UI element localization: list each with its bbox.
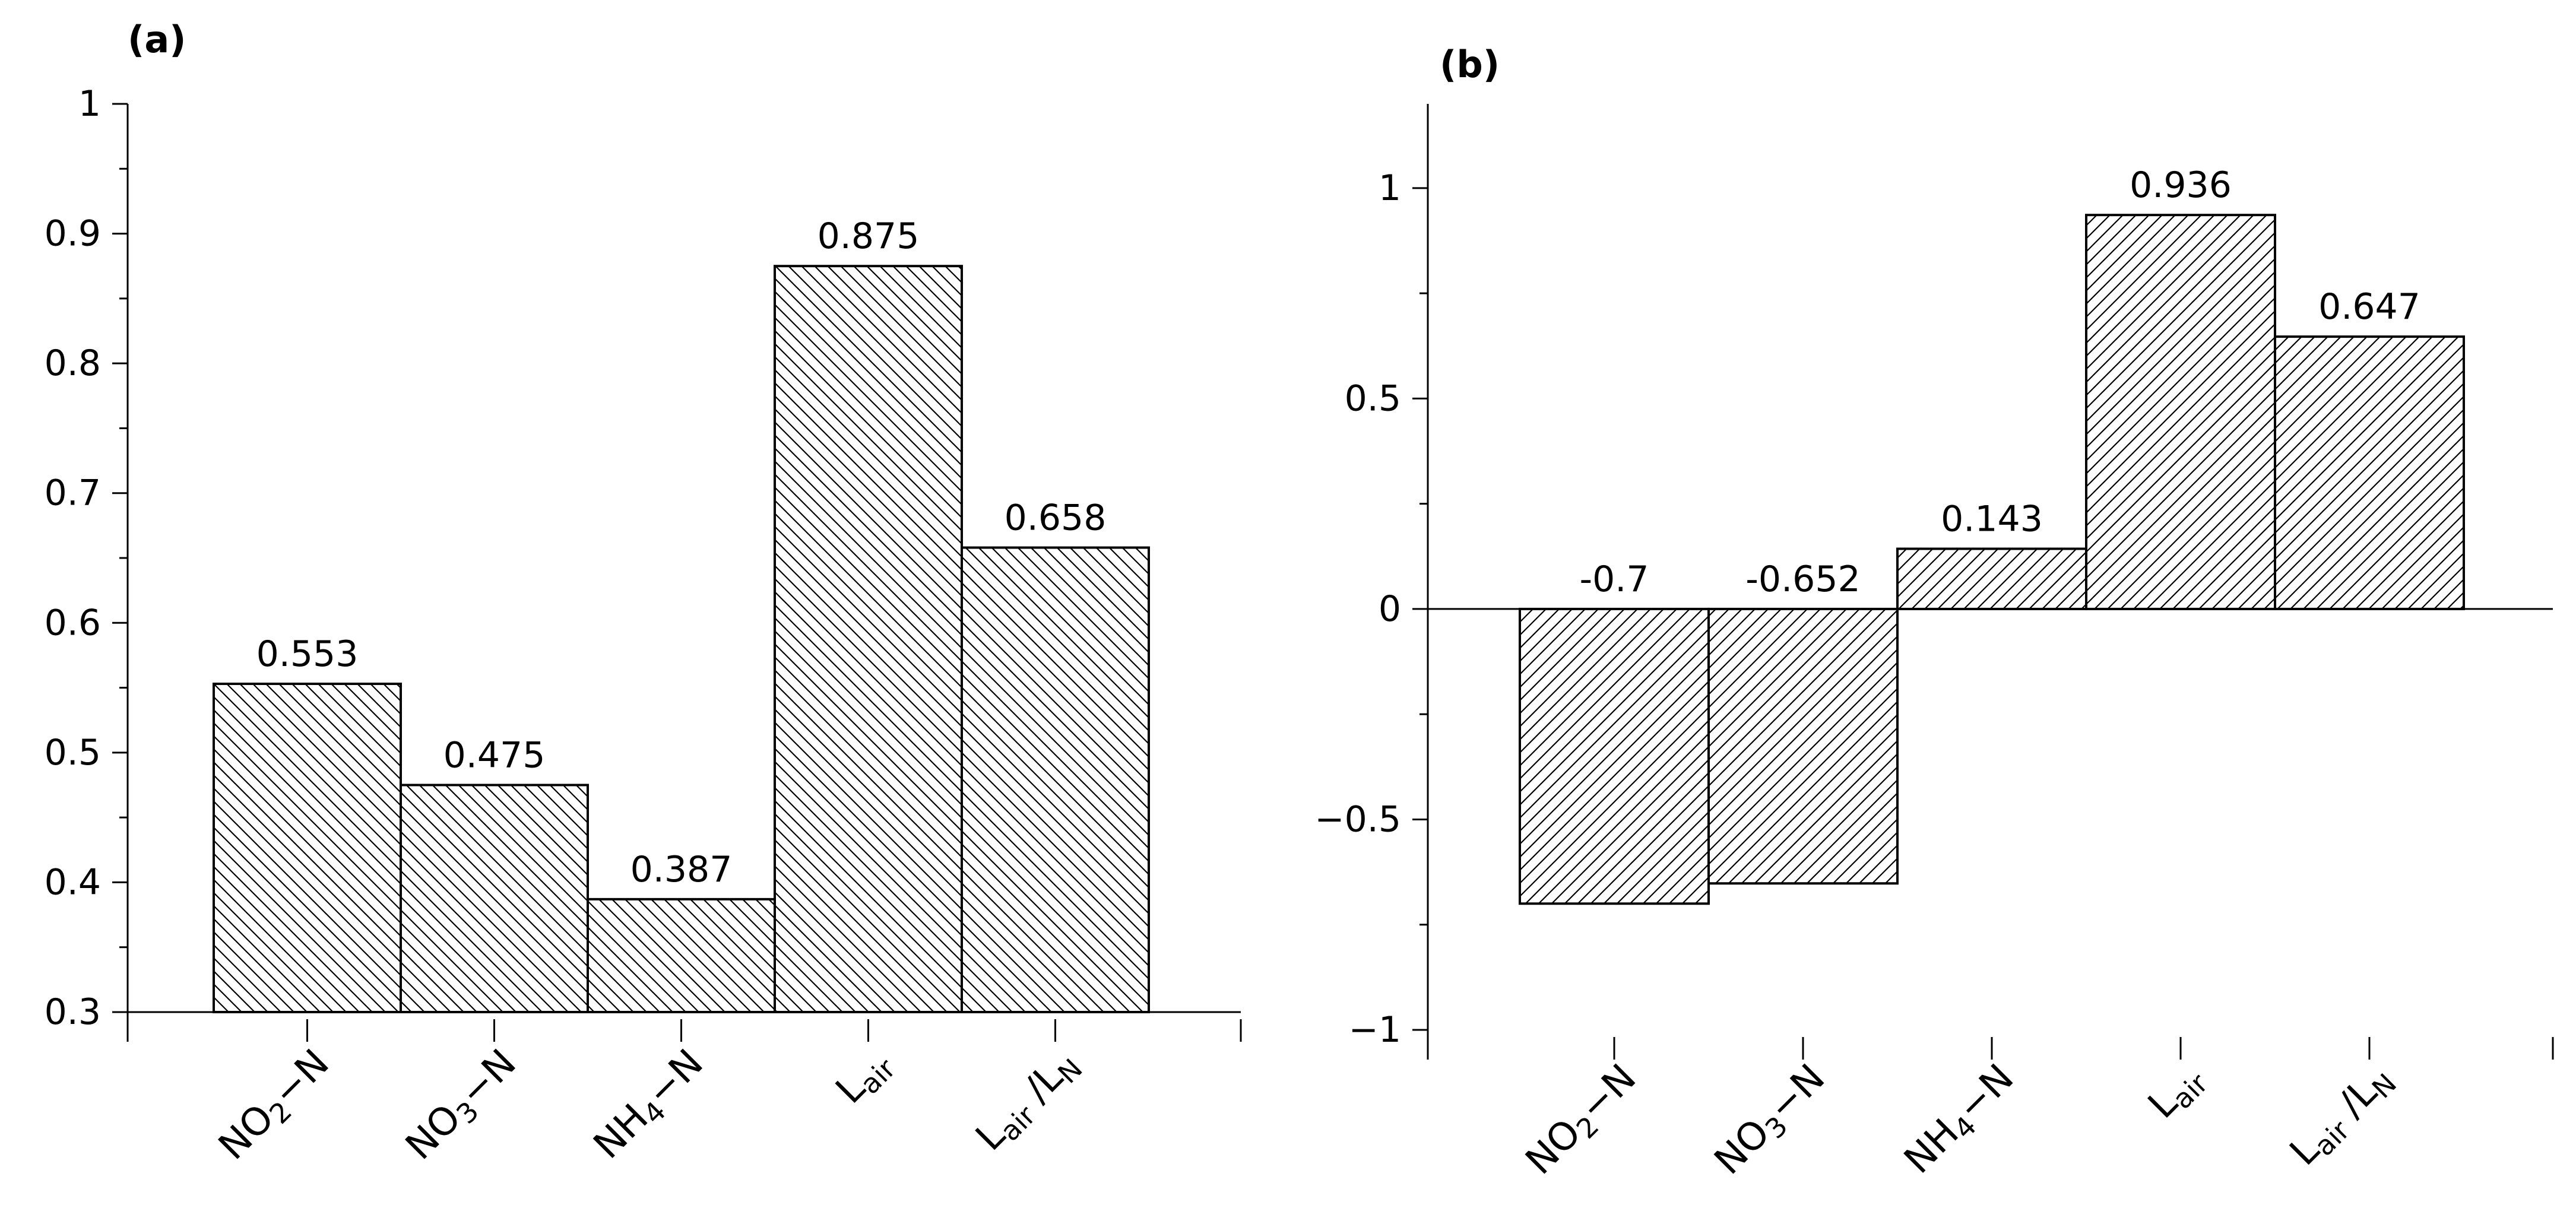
x-tick-label: NO3−N <box>1706 1056 1836 1186</box>
x-tick-label: Lair <box>828 1041 902 1115</box>
data-label: -0.7 <box>1579 559 1649 600</box>
y-tick-label: 0.9 <box>45 213 101 255</box>
bar <box>774 265 963 1014</box>
x-tick-label: NO2−N <box>1517 1056 1647 1186</box>
data-label: -0.652 <box>1745 559 1860 600</box>
data-label: 0.387 <box>630 849 733 890</box>
y-tick-label: 0.5 <box>45 732 101 773</box>
y-tick-label: 0.4 <box>45 861 101 903</box>
bar <box>1896 547 2087 610</box>
bar <box>1707 607 1899 885</box>
bar <box>213 683 402 1013</box>
y-tick-label: 0.6 <box>45 602 101 643</box>
x-tick-label: NH4−N <box>1896 1056 2026 1185</box>
y-tick-label: 0 <box>1379 588 1401 630</box>
x-tick-label: NH4−N <box>585 1041 715 1171</box>
bar <box>2274 335 2465 610</box>
x-tick-label: NO3−N <box>398 1041 528 1171</box>
y-tick-label: −0.5 <box>1314 798 1401 840</box>
bar <box>587 898 776 1014</box>
data-label: 0.553 <box>256 633 359 675</box>
data-label: 0.647 <box>2318 286 2420 328</box>
data-label: 0.475 <box>443 735 546 776</box>
x-tick-label: Lair <box>2140 1056 2214 1130</box>
data-label: 0.143 <box>1941 499 2043 540</box>
y-tick-label: 1 <box>78 83 101 125</box>
x-tick-label: Lair /LN <box>2282 1056 2403 1177</box>
panel-b-chart: (b) −1 −0.5 0 0.5 1 -0.7 NO2−N -0.652 NO3−N 0.143 N… <box>1314 43 2554 1186</box>
data-label: 0.936 <box>2130 164 2232 206</box>
x-tick-label: NO2−N <box>211 1041 341 1171</box>
y-tick-label: 0.3 <box>45 991 101 1033</box>
panel-label: (a) <box>128 18 186 61</box>
bar <box>400 784 589 1013</box>
data-label: 0.658 <box>1005 497 1107 539</box>
bar <box>2085 214 2276 610</box>
panel-a-chart: (a) 0.3 0.4 0.5 0.6 0.7 0.8 0.9 1 0.553 NO2−N 0.475… <box>45 18 1242 1171</box>
y-tick-label: −1 <box>1349 1009 1401 1051</box>
y-tick-label: 1 <box>1379 167 1401 209</box>
data-label: 0.875 <box>818 215 920 257</box>
bar <box>1519 607 1710 905</box>
y-tick-label: 0.8 <box>45 343 101 384</box>
bar <box>961 546 1150 1013</box>
y-tick-label: 0.5 <box>1345 378 1401 419</box>
panel-label: (b) <box>1440 43 1500 86</box>
y-tick-label: 0.7 <box>45 473 101 514</box>
x-tick-label: Lair /LN <box>968 1041 1089 1162</box>
